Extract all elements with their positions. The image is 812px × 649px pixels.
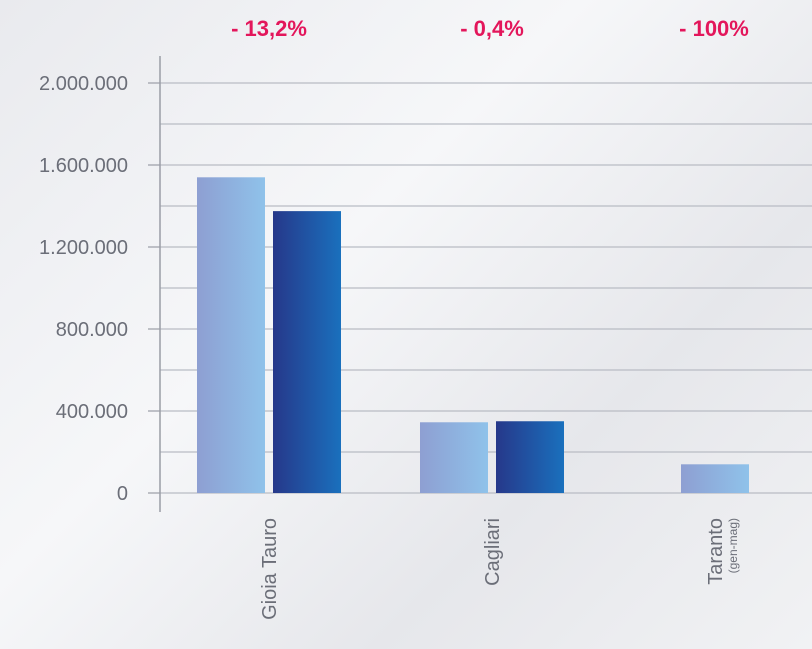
y-tick-label: 0 <box>117 483 128 505</box>
y-tick-label: 1.600.000 <box>39 155 128 177</box>
bar <box>420 422 488 493</box>
category-label: Cagliari <box>482 518 504 586</box>
bar <box>197 177 265 494</box>
bar <box>681 464 749 493</box>
bar <box>496 421 564 493</box>
change-percentage-label: - 13,2% <box>231 16 307 41</box>
category-label: Gioia Tauro <box>259 518 281 620</box>
axes <box>148 56 161 512</box>
change-percentage-label: - 100% <box>679 16 749 41</box>
percentage-annotations: - 13,2% - 0,4% - 100% <box>231 16 749 41</box>
category-sublabel: (gen-mag) <box>726 518 740 573</box>
bar <box>273 211 341 493</box>
category-labels: Gioia Tauro Cagliari Taranto (gen-mag) <box>259 518 740 620</box>
y-tick-label: 400.000 <box>56 401 128 423</box>
change-percentage-label: - 0,4% <box>460 16 524 41</box>
grid-lines <box>160 82 812 494</box>
y-tick-label: 1.200.000 <box>39 237 128 259</box>
y-tick-label: 2.000.000 <box>39 73 128 95</box>
category-label: Taranto <box>705 518 727 585</box>
bars <box>197 177 749 494</box>
y-tick-label: 800.000 <box>56 319 128 341</box>
y-tick-labels: 0 400.000 800.000 1.200.000 1.600.000 2.000.0… <box>39 73 128 505</box>
